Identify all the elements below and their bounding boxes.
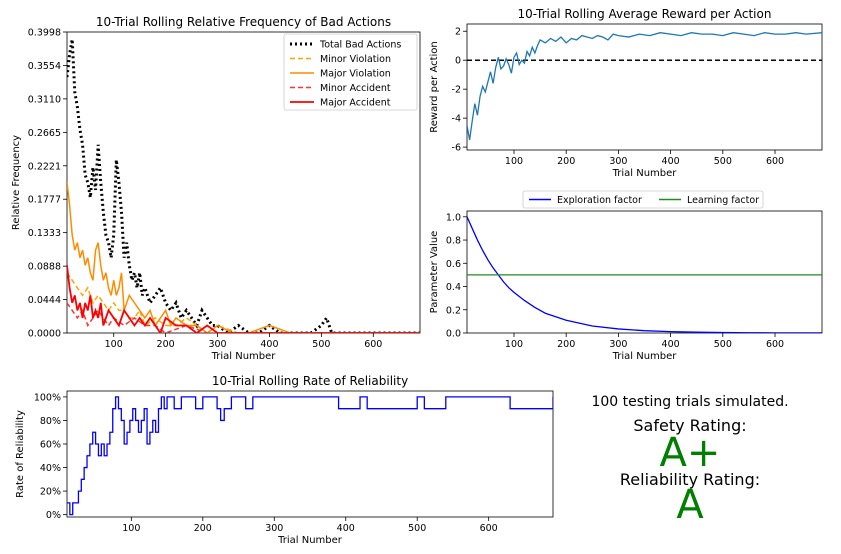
- x-tick-label: 400: [662, 156, 680, 167]
- series-line-major-accident: [67, 265, 420, 333]
- x-tick-label: 100: [105, 339, 123, 350]
- series-line-0: [67, 396, 553, 516]
- x-tick-label: 300: [609, 339, 627, 350]
- legend-box: [522, 190, 764, 209]
- legend-label: Total Bad Actions: [319, 40, 401, 51]
- chart-title: 10-Trial Rolling Relative Frequency of B…: [96, 15, 391, 29]
- y-tick-label: 0.1333: [28, 228, 61, 239]
- x-tick-label: 200: [157, 339, 175, 350]
- chart-reward: 10-Trial Rolling Average Reward per Acti…: [429, 7, 823, 179]
- safety-rating-label: Safety Rating:: [633, 416, 747, 435]
- y-tick-label: 0.3998: [28, 28, 61, 39]
- x-tick-label: 400: [662, 339, 680, 350]
- x-axis-label: Trial Number: [612, 168, 678, 179]
- y-tick-label: 80%: [40, 416, 61, 427]
- chart-bad-actions: 10-Trial Rolling Relative Frequency of B…: [11, 15, 421, 362]
- legend-label: Exploration factor: [557, 195, 642, 206]
- x-tick-label: 100: [505, 339, 523, 350]
- chart-title: 10-Trial Rolling Rate of Reliability: [212, 374, 408, 388]
- chart-reliability: 10-Trial Rolling Rate of Reliability 100 2…: [15, 374, 554, 546]
- x-tick-label: 300: [265, 523, 283, 534]
- legend-label: Major Accident: [320, 98, 391, 109]
- x-tick-label: 100: [122, 523, 140, 534]
- y-axis-label: Reward per Action: [429, 41, 440, 133]
- y-tick-label: 0.2221: [28, 161, 61, 172]
- x-tick-label: 500: [714, 339, 732, 350]
- legend-label: Major Violation: [320, 69, 391, 80]
- legend-label: Minor Accident: [320, 83, 391, 94]
- y-tick-label: 0.0: [446, 329, 461, 340]
- y-tick-label: 20%: [40, 487, 61, 498]
- x-tick-label: 100: [505, 156, 523, 167]
- y-tick-label: 100%: [34, 392, 61, 403]
- y-tick-label: 0.2: [446, 305, 461, 316]
- x-tick-label: 500: [312, 339, 330, 350]
- y-tick-label: 60%: [40, 439, 61, 450]
- y-tick-label: 0.3554: [28, 61, 61, 72]
- y-tick-label: 0.6: [446, 259, 461, 270]
- plot-frame: [466, 210, 823, 334]
- y-tick-label: -4: [452, 114, 461, 125]
- x-tick-label: 600: [766, 339, 784, 350]
- y-axis-label: Relative Frequency: [11, 135, 22, 230]
- x-tick-label: 500: [714, 156, 732, 167]
- reliability-rating-label: Reliability Rating:: [619, 470, 761, 489]
- x-tick-label: 200: [557, 339, 575, 350]
- x-tick-label: 300: [609, 156, 627, 167]
- y-axis-label: Parameter Value: [429, 231, 440, 314]
- x-tick-label: 500: [408, 523, 426, 534]
- y-tick-label: 0.4: [446, 282, 461, 293]
- x-tick-label: 300: [208, 339, 226, 350]
- y-tick-label: -2: [452, 85, 461, 96]
- y-tick-label: 0.3110: [28, 94, 61, 105]
- series-line-exploration-factor: [467, 216, 822, 333]
- x-tick-label: 400: [260, 339, 278, 350]
- x-tick-label: 200: [194, 523, 212, 534]
- x-tick-label: 600: [364, 339, 382, 350]
- series-line-minor-accident: [67, 302, 420, 333]
- safety-rating-grade: A+: [659, 430, 721, 476]
- y-tick-label: 0.8: [446, 236, 461, 247]
- chart-parameters: 100 200 300 400 500 600 Trial Number 0.0 0.2 0.4 0…: [429, 190, 823, 362]
- y-tick-label: 0.1777: [28, 195, 61, 206]
- y-tick-label: 0.0000: [28, 329, 61, 340]
- y-tick-label: 1.0: [446, 212, 461, 223]
- y-tick-label: 0.0888: [28, 262, 61, 273]
- y-tick-label: -6: [452, 143, 461, 154]
- x-axis-label: Trial Number: [277, 535, 343, 546]
- chart-title: 10-Trial Rolling Average Reward per Acti…: [518, 7, 772, 21]
- x-tick-label: 600: [766, 156, 784, 167]
- plot-frame: [66, 390, 554, 518]
- y-tick-label: 40%: [40, 463, 61, 474]
- y-tick-label: 0.0444: [28, 295, 61, 306]
- series-line-minor-violation: [67, 272, 420, 333]
- x-tick-label: 600: [480, 523, 498, 534]
- y-tick-label: 0: [455, 56, 461, 67]
- series-line-total-bad-actions: [67, 39, 420, 333]
- trials-simulated-text: 100 testing trials simulated.: [591, 394, 789, 410]
- plot-frame: [466, 23, 823, 151]
- legend-label: Learning factor: [687, 195, 759, 206]
- x-tick-label: 400: [337, 523, 355, 534]
- y-tick-label: 0.2665: [28, 128, 61, 139]
- x-tick-label: 200: [557, 156, 575, 167]
- y-tick-label: 2: [455, 27, 461, 38]
- reliability-rating-grade: A: [676, 482, 704, 528]
- y-axis-label: Rate of Reliability: [15, 410, 26, 498]
- x-axis-label: Trial Number: [211, 351, 277, 362]
- y-tick-label: 0%: [46, 510, 61, 521]
- x-axis-label: Trial Number: [612, 351, 678, 362]
- series-line-major-violation: [67, 182, 420, 333]
- legend-label: Minor Violation: [320, 54, 391, 65]
- legend-box: [283, 33, 418, 111]
- series-line-0: [467, 32, 822, 140]
